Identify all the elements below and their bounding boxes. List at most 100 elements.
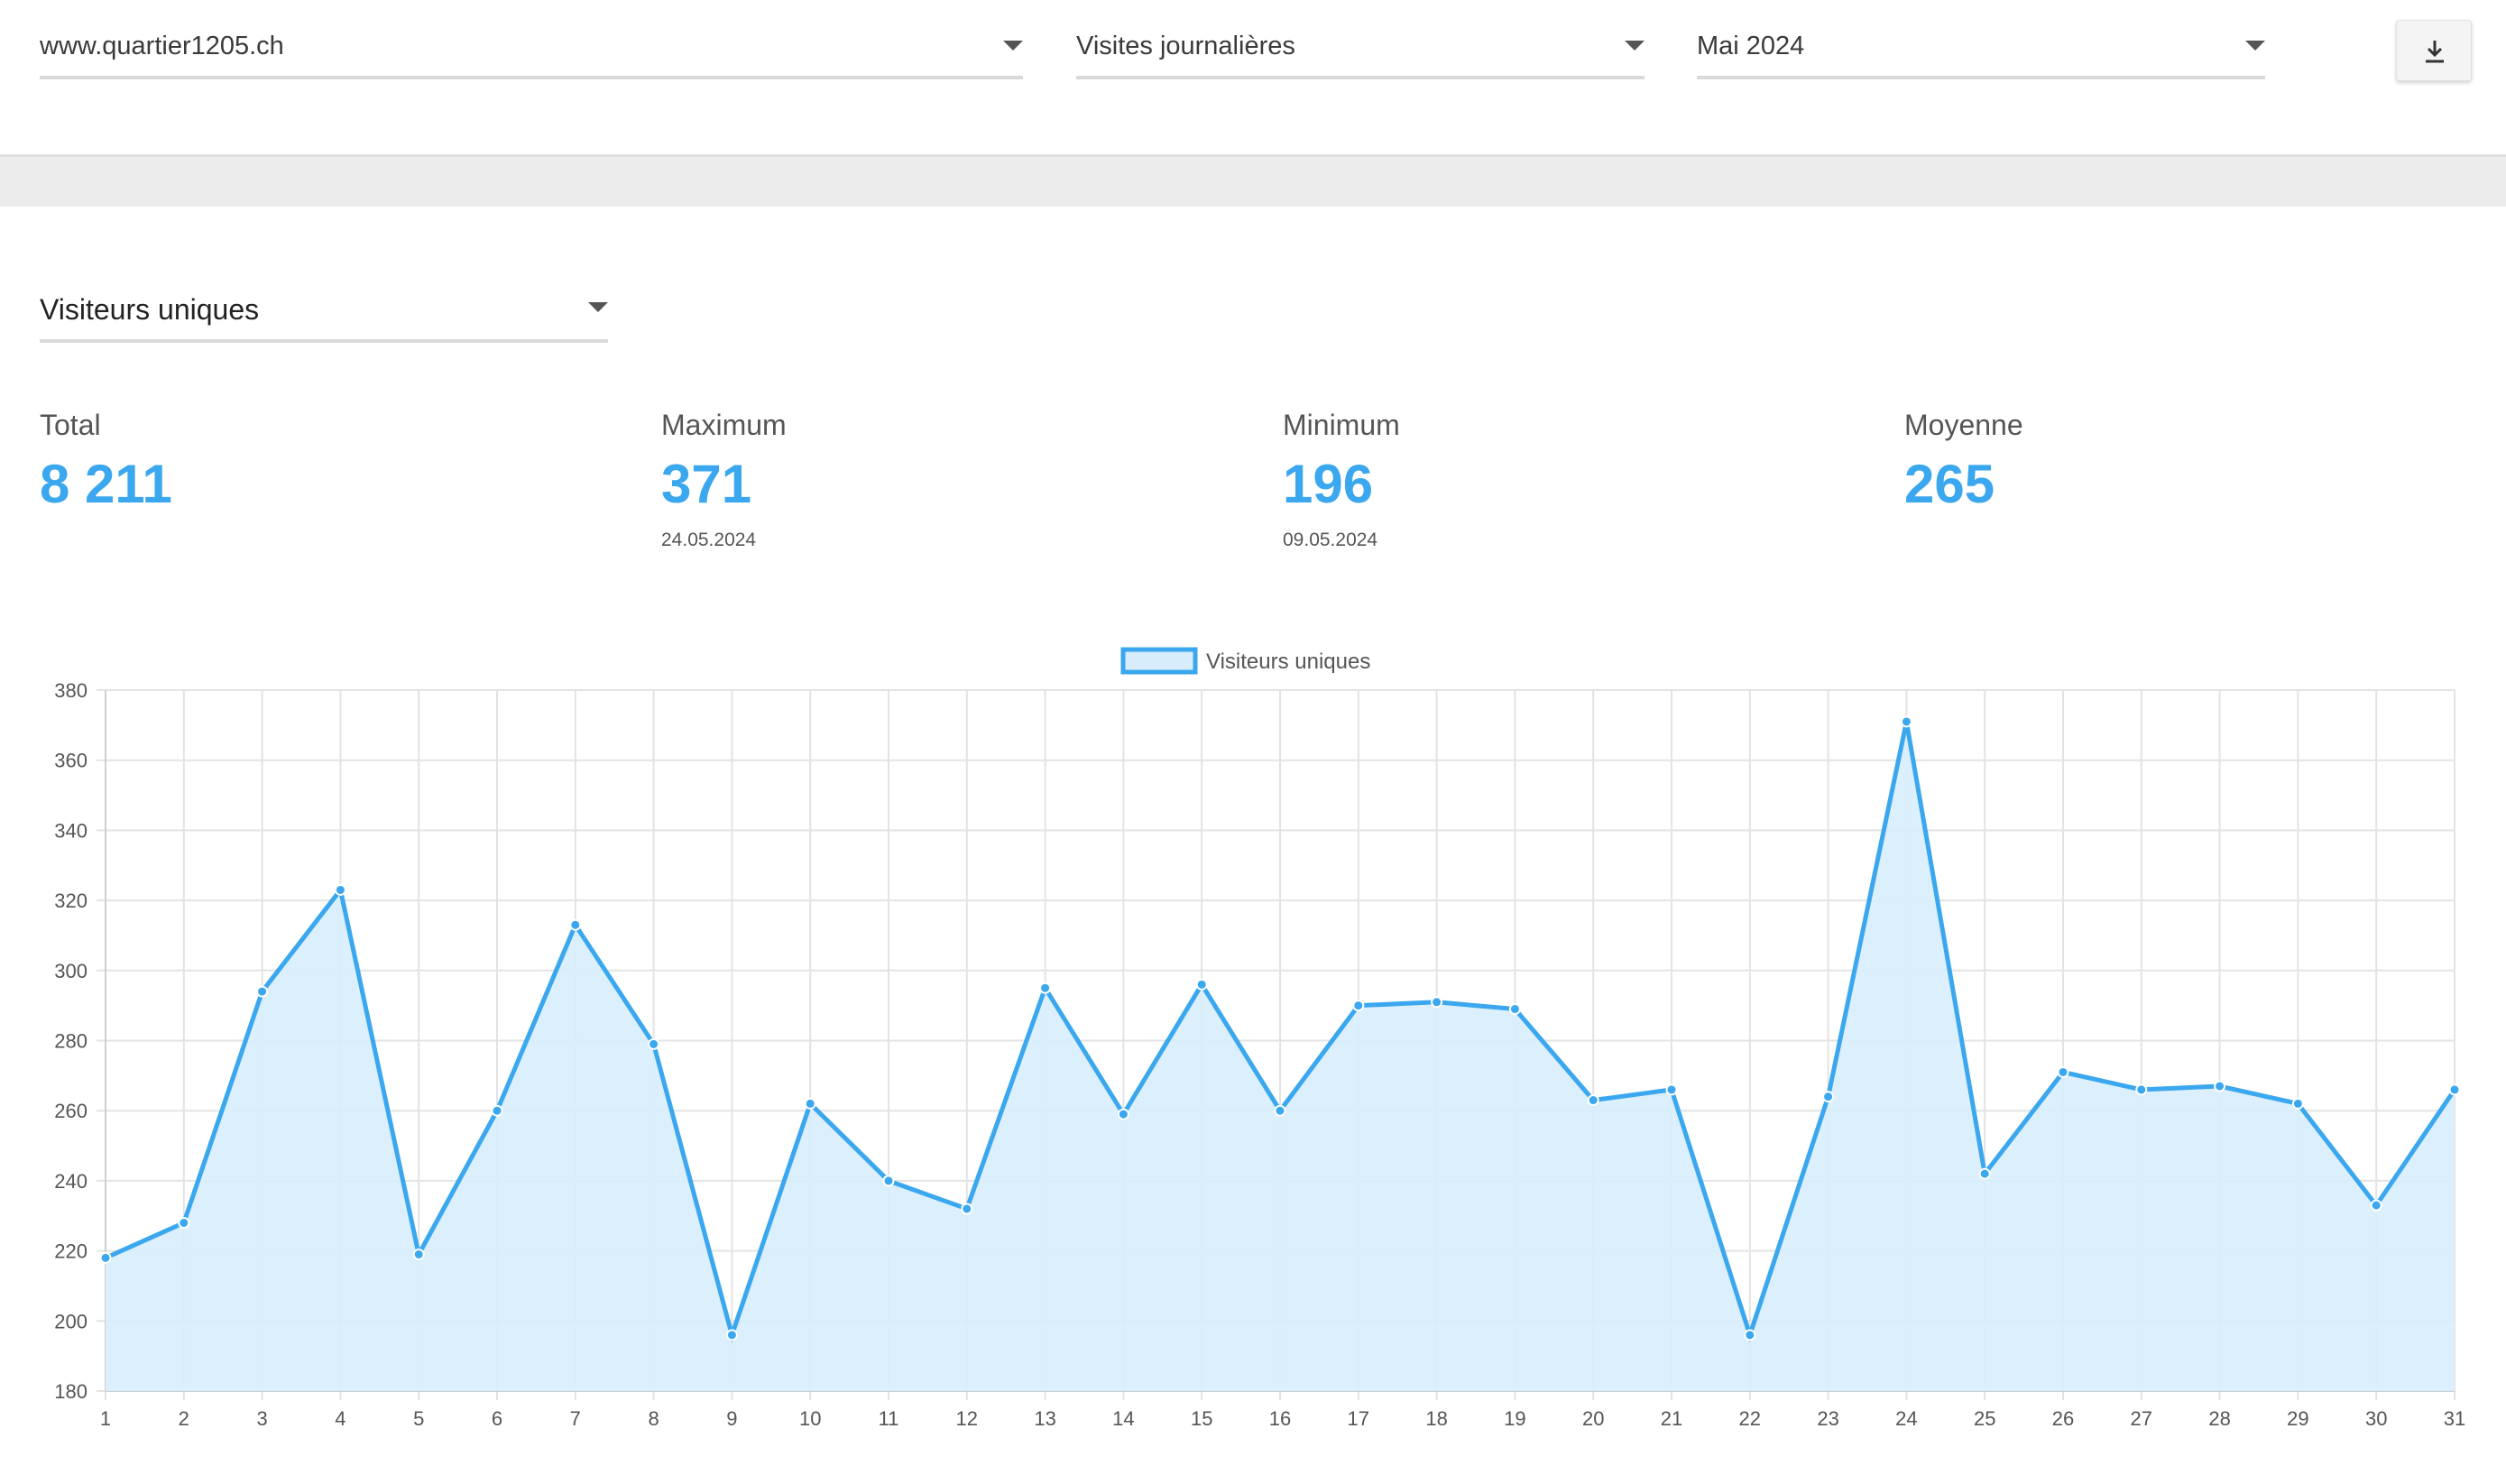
x-tick-label: 2 (179, 1407, 189, 1430)
stat-minimum-label: Minimum (1283, 409, 1400, 441)
data-point (1352, 1000, 1365, 1012)
x-tick-label: 28 (2208, 1407, 2230, 1430)
x-tick-label: 5 (413, 1407, 424, 1430)
stat-minimum: Minimum 196 09.05.2024 (1283, 410, 1400, 551)
data-point (569, 918, 582, 931)
x-tick-label: 26 (2052, 1407, 2074, 1430)
stat-total: Total 8 211 (40, 410, 172, 512)
site-select-value: www.quartier1205.ch (40, 32, 284, 60)
x-tick-label: 30 (2365, 1407, 2387, 1430)
chevron-down-icon (1003, 41, 1023, 51)
x-tick-label: 12 (956, 1407, 978, 1430)
x-tick-label: 25 (1974, 1407, 1995, 1430)
y-tick-label: 320 (54, 889, 88, 912)
y-tick-label: 260 (54, 1100, 88, 1122)
data-point (1900, 715, 1912, 728)
chevron-down-icon (588, 302, 608, 312)
x-tick-label: 9 (726, 1407, 737, 1430)
stat-maximum-label: Maximum (661, 409, 787, 441)
stat-average: Moyenne 265 (1904, 410, 2023, 512)
y-tick-label: 380 (54, 679, 88, 702)
x-tick-label: 15 (1191, 1407, 1212, 1430)
data-point (2291, 1097, 2304, 1110)
x-tick-label: 24 (1895, 1407, 1917, 1430)
stat-average-label: Moyenne (1904, 409, 2023, 441)
x-tick-label: 19 (1504, 1407, 1525, 1430)
x-tick-label: 17 (1348, 1407, 1369, 1430)
data-point (648, 1037, 660, 1050)
data-point (1978, 1167, 1991, 1180)
x-tick-label: 8 (648, 1407, 659, 1430)
metric-select-value: Visiteurs uniques (40, 293, 260, 326)
data-point (1117, 1108, 1129, 1120)
data-point (178, 1217, 190, 1230)
period-type-select[interactable]: Visites journalières (1076, 22, 1645, 79)
x-tick-label: 22 (1739, 1407, 1761, 1430)
x-tick-label: 14 (1112, 1407, 1134, 1430)
series-area (106, 721, 2455, 1391)
stat-maximum: Maximum 371 24.05.2024 (661, 410, 787, 551)
data-point (2057, 1065, 2069, 1078)
x-tick-label: 1 (100, 1407, 111, 1430)
x-tick-label: 31 (2444, 1407, 2465, 1430)
y-tick-label: 240 (54, 1170, 88, 1193)
stat-total-value: 8 211 (40, 454, 172, 514)
data-point (804, 1097, 816, 1110)
data-point (1744, 1329, 1756, 1341)
y-tick-label: 200 (54, 1310, 88, 1332)
data-point (2214, 1080, 2226, 1092)
x-tick-label: 29 (2287, 1407, 2308, 1430)
x-tick-label: 6 (492, 1407, 502, 1430)
x-tick-label: 27 (2131, 1407, 2152, 1430)
x-tick-label: 11 (879, 1407, 899, 1430)
data-point (412, 1248, 425, 1260)
data-point (1195, 978, 1208, 991)
legend-label: Visiteurs uniques (1206, 650, 1370, 674)
stat-minimum-value: 196 (1283, 454, 1374, 514)
x-tick-label: 13 (1034, 1407, 1055, 1430)
data-point (2135, 1083, 2148, 1096)
download-button[interactable] (2396, 20, 2472, 81)
data-point (491, 1104, 503, 1117)
site-select[interactable]: www.quartier1205.ch (40, 22, 1023, 79)
month-select[interactable]: Mai 2024 (1697, 22, 2265, 79)
data-point (2370, 1199, 2382, 1212)
y-tick-label: 220 (54, 1240, 88, 1263)
legend-swatch (1120, 647, 1198, 675)
x-tick-label: 10 (799, 1407, 821, 1430)
stat-total-label: Total (40, 409, 101, 441)
data-point (99, 1251, 112, 1264)
metric-select[interactable]: Visiteurs uniques (40, 280, 608, 343)
chevron-down-icon (2245, 41, 2265, 51)
x-tick-label: 23 (1817, 1407, 1838, 1430)
y-tick-label: 280 (54, 1030, 88, 1053)
data-point (1431, 996, 1443, 1009)
data-point (1587, 1094, 1599, 1107)
month-select-value: Mai 2024 (1697, 32, 1805, 60)
y-tick-label: 360 (54, 750, 88, 772)
y-tick-label: 340 (54, 819, 88, 842)
x-tick-label: 7 (570, 1407, 581, 1430)
data-point (1274, 1104, 1286, 1117)
x-tick-label: 16 (1269, 1407, 1291, 1430)
data-point (256, 985, 269, 998)
data-point (334, 883, 346, 896)
data-point (1039, 982, 1052, 994)
stat-maximum-value: 371 (661, 454, 752, 514)
data-point (961, 1203, 973, 1215)
period-type-select-value: Visites journalières (1076, 32, 1295, 60)
chevron-down-icon (1625, 41, 1645, 51)
x-tick-label: 3 (256, 1407, 267, 1430)
x-tick-label: 20 (1582, 1407, 1604, 1430)
download-icon (2426, 41, 2444, 63)
x-tick-label: 21 (1661, 1407, 1682, 1430)
y-tick-label: 180 (54, 1380, 88, 1403)
stat-minimum-date: 09.05.2024 (1283, 530, 1378, 550)
x-tick-label: 4 (335, 1407, 345, 1430)
stat-average-value: 265 (1904, 454, 1995, 514)
y-tick-label: 300 (54, 960, 88, 982)
divider-band (0, 154, 2506, 207)
x-tick-label: 18 (1425, 1407, 1447, 1430)
data-point (1508, 1003, 1521, 1016)
